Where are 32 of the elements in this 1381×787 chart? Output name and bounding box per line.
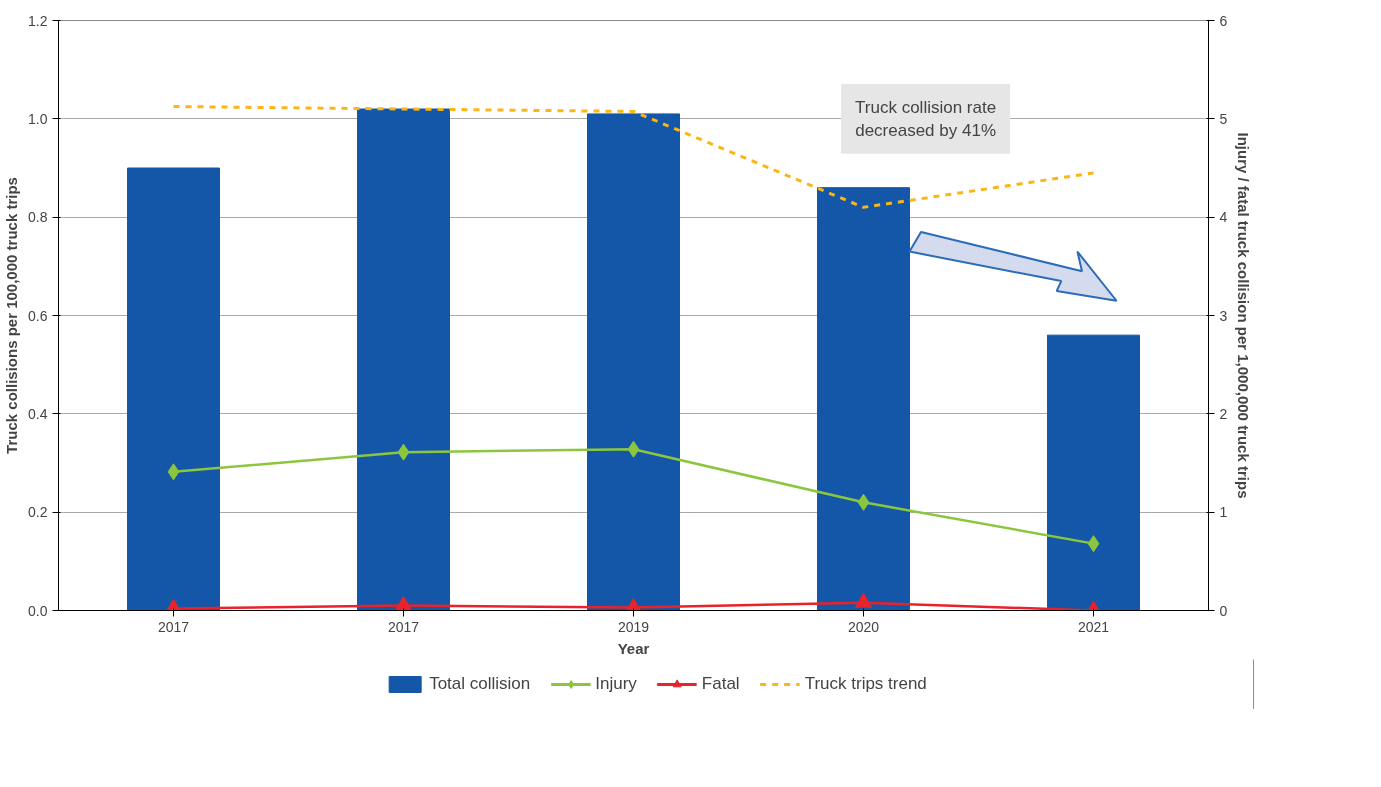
- legend-label: Fatal: [701, 674, 740, 694]
- y-tick-label: 1.2: [28, 12, 48, 29]
- y-tick-label: 0.0: [28, 602, 48, 619]
- x-tick-label: 2020: [847, 618, 880, 635]
- y-tick-label: 0.2: [28, 504, 48, 521]
- bar: [357, 108, 450, 611]
- y2-tick-label: 4: [1219, 209, 1228, 226]
- bar: [817, 187, 910, 611]
- x-tick-label: 2017: [387, 618, 420, 635]
- y2-tick-label: 3: [1219, 307, 1228, 324]
- y2-axis-title: Injury / fatal truck collision per 1,000,000 truck trips: [1235, 132, 1253, 499]
- bar: [1047, 334, 1140, 611]
- y-tick-label: 1.0: [28, 110, 48, 127]
- y-tick-label: 0.8: [28, 209, 48, 226]
- x-tick-label: 2017: [157, 618, 190, 635]
- bar: [127, 167, 220, 611]
- y2-tick-label: 2: [1219, 405, 1228, 422]
- y-tick-label: 0.6: [28, 307, 48, 324]
- y2-tick-label: 5: [1219, 110, 1228, 127]
- legend-label: Total collision: [429, 674, 531, 694]
- legend-label: Truck trips trend: [804, 674, 927, 694]
- annotation: Truck collision rate decreased by 41%: [855, 97, 997, 140]
- y2-tick-label: 6: [1219, 12, 1228, 29]
- y2-tick-label: 0: [1219, 602, 1228, 619]
- y2-tick-label: 1: [1219, 504, 1228, 521]
- y-axis-title: Truck collisions per 100,000 truck trips: [3, 177, 21, 454]
- x-axis-title: Year: [617, 639, 650, 657]
- y-tick-label: 0.4: [28, 405, 48, 422]
- x-tick-label: 2019: [617, 618, 650, 635]
- bar: [587, 113, 680, 611]
- x-tick-label: 2021: [1077, 618, 1110, 635]
- legend-label: Injury: [595, 674, 637, 694]
